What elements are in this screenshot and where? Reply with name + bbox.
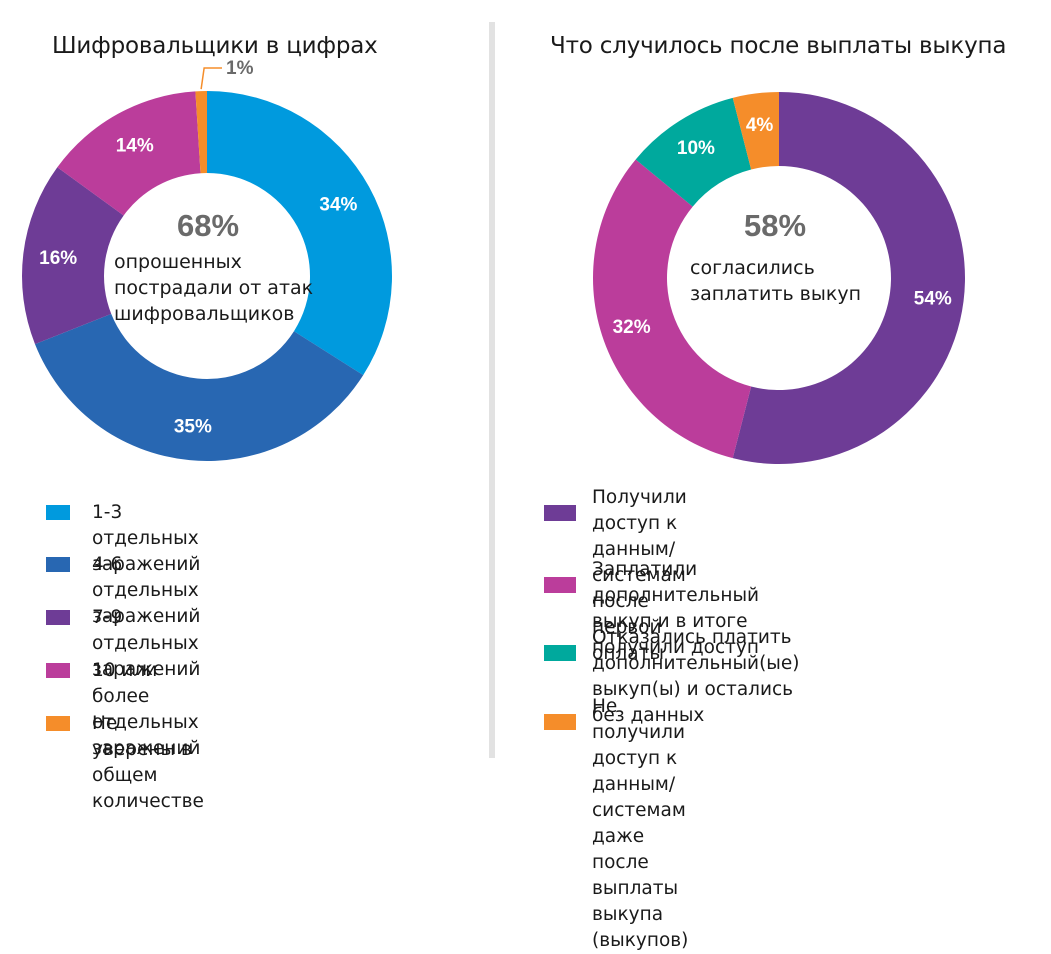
- segment-value-label: 34%: [319, 195, 357, 216]
- legend-swatch: [46, 557, 70, 572]
- segment-value-label: 35%: [174, 416, 212, 437]
- legend-item: Не получили доступ к данным/системам даж…: [544, 694, 688, 954]
- segment-value-label: 16%: [39, 248, 77, 269]
- center-value: 58%: [743, 208, 807, 243]
- legend-label: 4-6 отдельных заражений: [92, 554, 201, 627]
- donut-chart-infections: 34% 35% 16% 14% 1%: [21, 58, 392, 462]
- legend-label: Заплатили дополнительный выкуп и в итоге…: [592, 559, 760, 658]
- donut-segment: [635, 97, 752, 207]
- label-leader-line: [200, 67, 222, 90]
- legend-item: Получили доступ к данным/системам после …: [544, 485, 687, 667]
- donut-segment: [732, 92, 779, 170]
- segment-value-label: 32%: [613, 317, 651, 338]
- chart-title: Что случилось после выплаты выкупа: [550, 33, 1007, 59]
- donut-segment: [732, 92, 965, 465]
- chart-title: Шифровальщики в цифрах: [52, 33, 378, 59]
- segment-value-label: 10%: [677, 138, 715, 159]
- donut-segment: [34, 313, 364, 462]
- legend-item: 1-3 отдельных заражений: [46, 500, 200, 578]
- donut-segment: [207, 91, 392, 376]
- legend-swatch: [46, 610, 70, 625]
- chart-panel-infections: Шифровальщики в цифрах 34% 35% 16% 14% 1% 68…: [0, 0, 488, 812]
- segment-value-label: 54%: [914, 288, 952, 309]
- legend-item: Не уверены в общем количестве: [46, 711, 204, 815]
- legend-label: Отказались платить дополнительный(ые) вы…: [592, 627, 800, 726]
- legend-label: Не получили доступ к данным/системам даж…: [592, 696, 689, 951]
- donut-segment: [593, 159, 752, 459]
- legend-swatch: [46, 505, 70, 520]
- legend-swatch: [544, 645, 576, 661]
- donut-chart-after-payment: 54% 32% 10% 4%: [593, 92, 965, 465]
- legend-label: 10 или более отдельных заражений: [92, 660, 201, 759]
- legend-label: 1-3 отдельных заражений: [92, 502, 201, 575]
- legend-swatch: [46, 663, 70, 678]
- legend-label: Не уверены в общем количестве: [92, 713, 204, 812]
- legend-swatch: [544, 714, 576, 730]
- segment-value-label: 14%: [116, 136, 154, 157]
- legend-swatch: [544, 577, 576, 593]
- legend-item: 10 или более отдельных заражений: [46, 658, 200, 762]
- segment-value-label: 1%: [226, 58, 254, 79]
- donut-segment: [195, 91, 207, 174]
- legend-item: 7-9 отдельных заражений: [46, 605, 200, 683]
- legend-swatch: [46, 716, 70, 731]
- legend-item: 4-6 отдельных заражений: [46, 552, 200, 630]
- donut-segment: [57, 91, 201, 216]
- donut-segment: [21, 167, 124, 345]
- legend-swatch: [544, 505, 576, 521]
- center-text: согласились заплатить выкуп: [690, 257, 862, 305]
- legend-item: Заплатили дополнительный выкуп и в итоге…: [544, 557, 759, 661]
- segment-value-label: 4%: [746, 115, 774, 136]
- legend-label: 7-9 отдельных заражений: [92, 607, 201, 680]
- panel-divider: [489, 22, 495, 758]
- chart-panel-after-payment: Что случилось после выплаты выкупа 54% 32…: [498, 0, 1051, 951]
- center-text: опрошенных пострадали от атак шифровальщ…: [114, 251, 314, 325]
- center-value: 68%: [176, 208, 240, 243]
- legend-label: Получили доступ к данным/системам после …: [592, 487, 687, 664]
- legend-item: Отказались платить дополнительный(ые) вы…: [544, 625, 800, 729]
